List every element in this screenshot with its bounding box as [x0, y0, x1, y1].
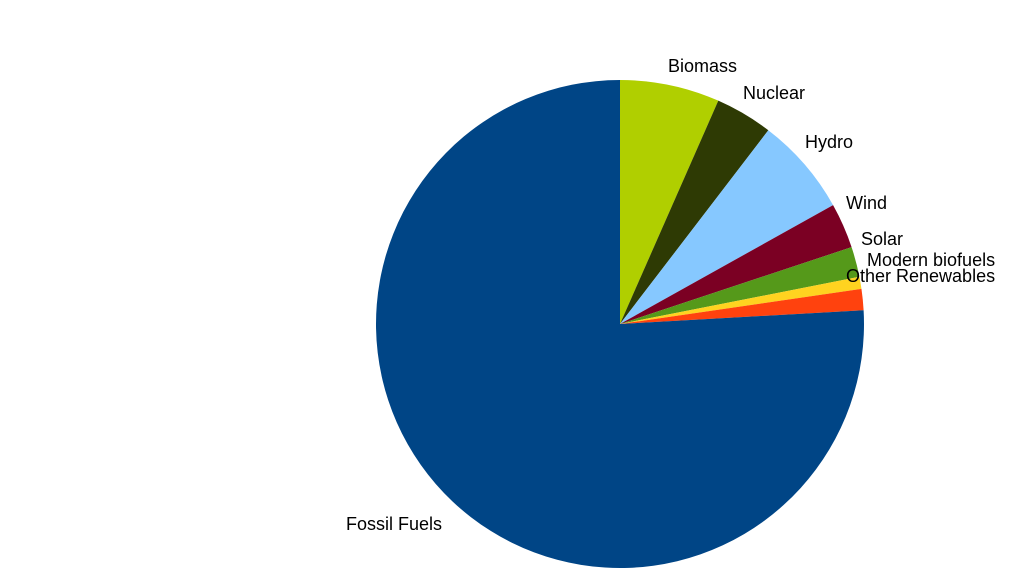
slice-label-biomass: Biomass: [668, 56, 737, 76]
pie-slice-biomass: [620, 80, 719, 324]
pie-slice-other-renewables: [620, 288, 864, 324]
pie-slice-solar: [620, 247, 860, 324]
slice-label-nuclear: Nuclear: [743, 83, 805, 103]
pie-slice-nuclear: [620, 100, 769, 325]
pie-slice-hydro: [620, 130, 834, 324]
pie-slices: [375, 80, 864, 568]
pie-slice-fossil-fuels: [375, 80, 864, 568]
pie-slice-modern-biofuels: [620, 276, 862, 324]
slice-label-fossil-fuels: Fossil Fuels: [346, 514, 442, 534]
slice-label-modern-biofuels: Modern biofuels: [867, 250, 995, 270]
slice-label-hydro: Hydro: [805, 132, 853, 152]
slice-label-wind: Wind: [846, 193, 887, 213]
pie-slice-wind: [620, 205, 852, 324]
slice-label-other-renewables: Other Renewables: [846, 266, 995, 286]
slice-label-solar: Solar: [861, 229, 903, 249]
